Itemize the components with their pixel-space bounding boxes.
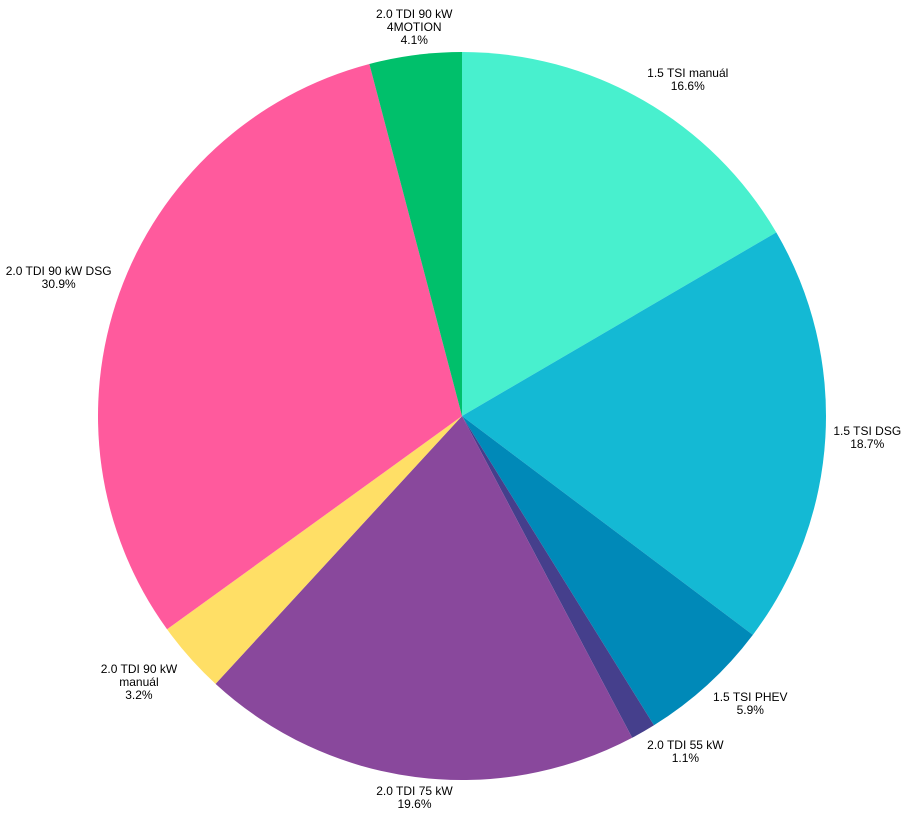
slice-label: 1.5 TSI DSG 18.7% [833,423,902,451]
slice-label: 2.0 TDI 75 kW 19.6% [376,783,453,811]
pie-slice [462,416,654,738]
percent-label: 4.1% [400,33,428,48]
pie-slice [462,52,777,416]
slice-label: 2.0 TDI 55 kW 1.1% [647,737,724,765]
percent-label: 1.1% [671,750,700,765]
pie-slice [98,63,462,630]
slice-label: 1.5 TSI manuál 16.6% [647,67,728,93]
pie-slice [369,52,462,416]
category-name: 2.0 TDI 55 kW [647,737,724,752]
slice-label: 1.5 TSI PHEV 5.9% [713,689,788,717]
pie-slice [462,416,753,726]
percent-label: 3.2% [125,688,153,703]
pie-slice [462,232,827,635]
slice-label: 2.0 TDI 90 kW 4MOTION 4.1% [369,8,459,47]
percent-label: 18.7% [850,436,885,451]
category-name: 1.5 TSI manuál [647,66,729,81]
percent-label: 30.9% [41,276,76,291]
category-name: 1.5 TSI PHEV [713,689,788,704]
percent-label: 16.6% [670,79,705,94]
category-name: 2.0 TDI 75 kW [376,783,453,798]
percent-label: 5.9% [736,702,764,717]
category-name: 2.0 TDI 90 kW manuál [100,662,178,690]
category-name: 2.0 TDI 90 kW 4MOTION [376,7,453,35]
pie-slice [167,416,462,684]
percent-label: 19.6% [397,796,432,811]
slice-label: 2.0 TDI 90 kW manuál 3.2% [94,663,184,702]
slice-label: 2.0 TDI 90 kW DSG 30.9% [5,263,112,291]
category-name: 2.0 TDI 90 kW DSG [5,263,112,278]
category-name: 1.5 TSI DSG [833,423,902,438]
pie-slice [215,416,633,780]
